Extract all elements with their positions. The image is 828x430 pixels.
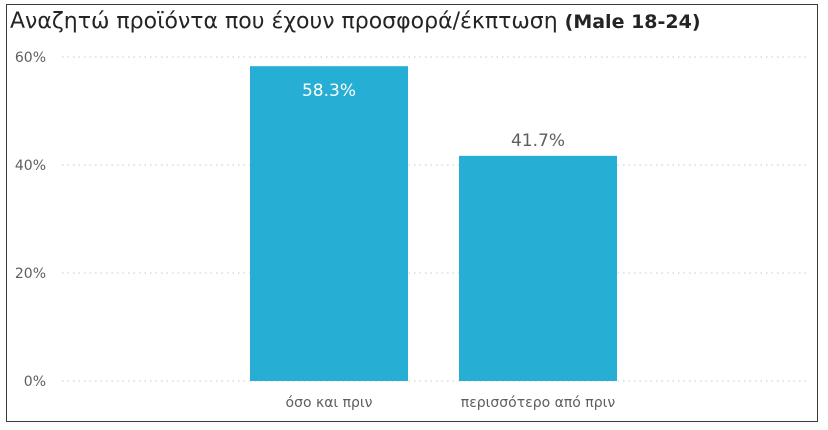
chart-frame [6,4,818,422]
data-label: 41.7% [511,131,565,151]
data-label: 58.3% [302,81,356,101]
bar [250,66,408,382]
chart-title: Αναζητώ προϊόντα που έχουν προσφορά/έκπτ… [10,9,701,34]
bar [459,155,617,381]
y-tick-label: 0% [24,374,46,390]
x-category-label: όσο και πριν [286,395,373,411]
chart-subtitle: (Male 18-24) [564,11,701,33]
x-category-label: περισσότερο από πριν [461,395,616,411]
y-tick-label: 20% [15,266,46,282]
y-tick-label: 40% [15,158,46,174]
chart-title-text: Αναζητώ προϊόντα που έχουν προσφορά/έκπτ… [10,9,558,34]
y-tick-label: 60% [15,50,46,66]
